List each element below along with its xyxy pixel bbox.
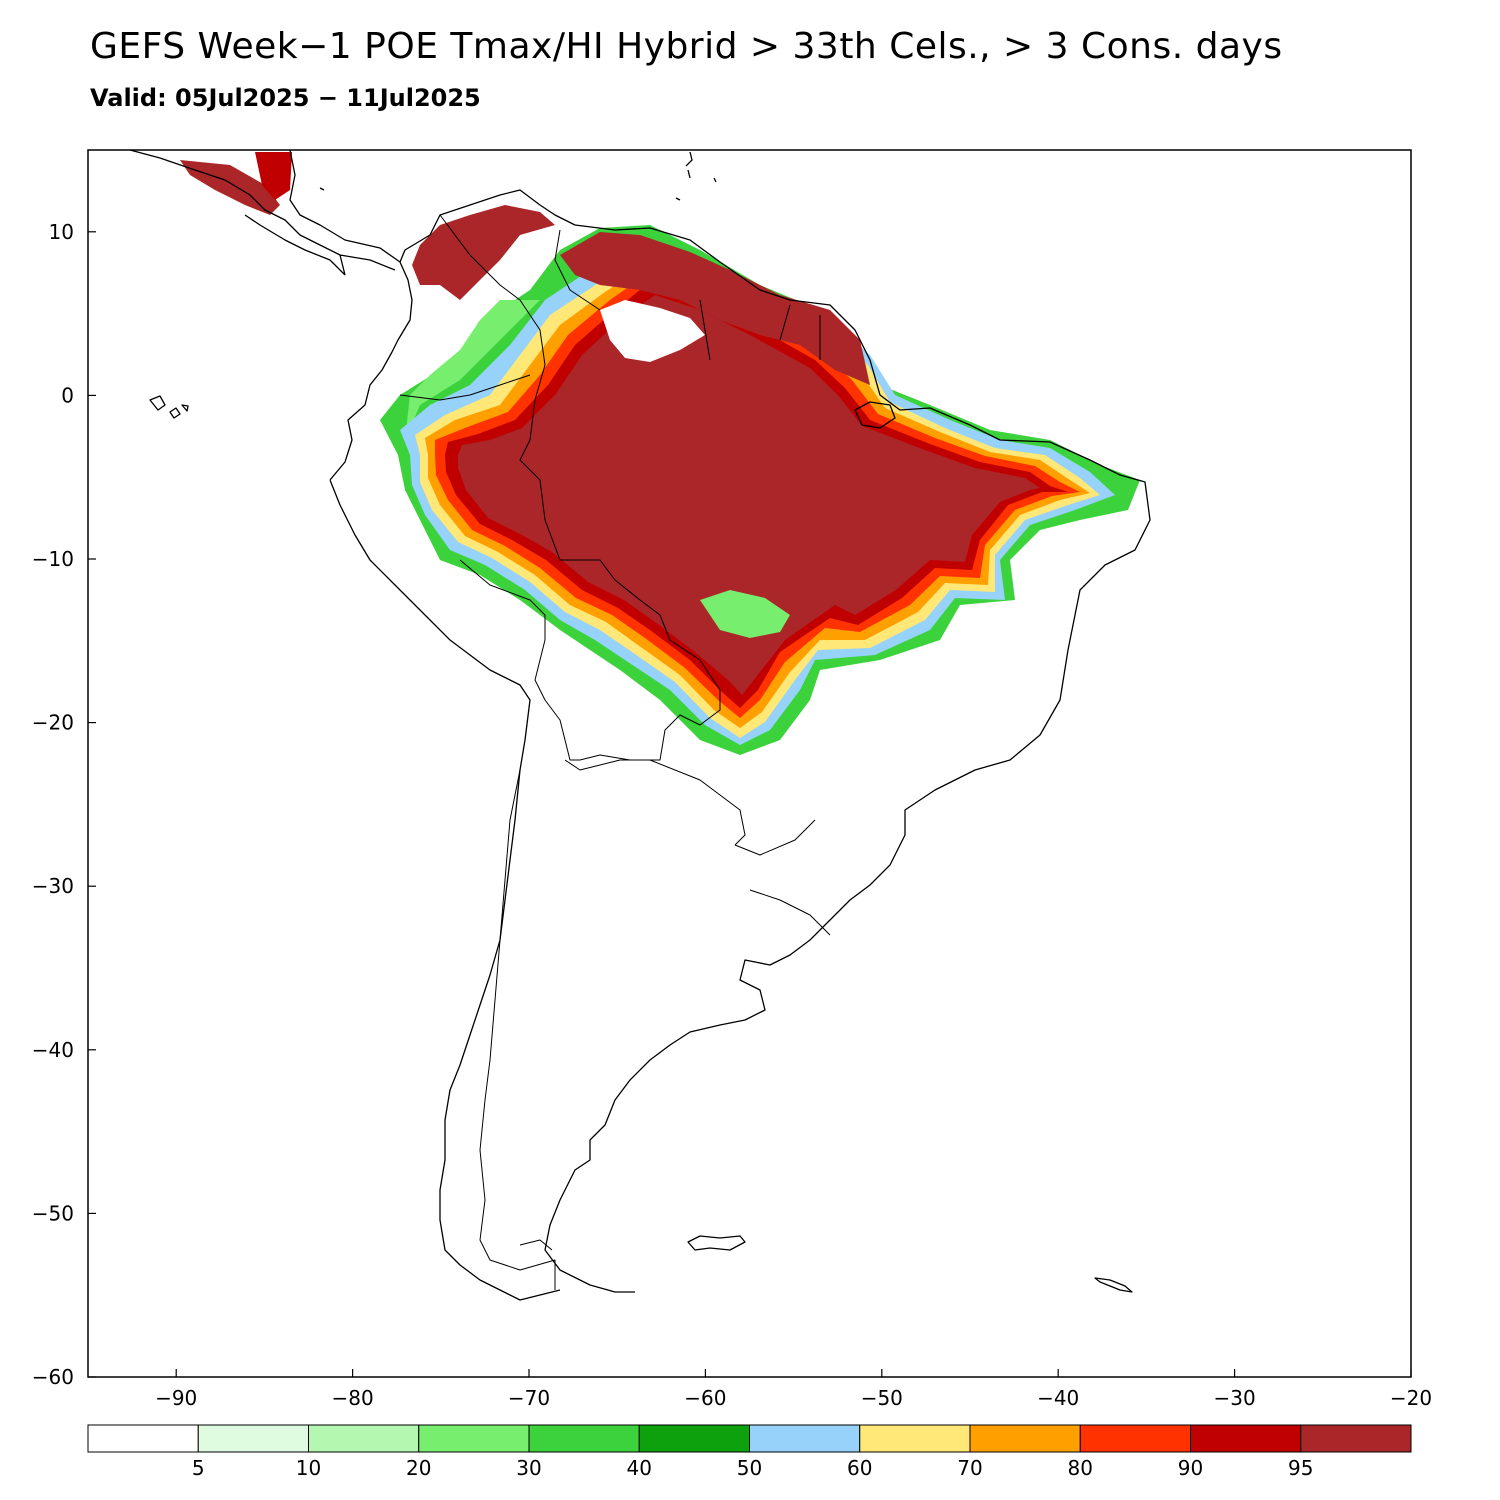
colorbar-swatch — [1190, 1424, 1302, 1453]
y-tick-label: −40 — [32, 1038, 74, 1062]
falkland-islands — [687, 1235, 746, 1251]
prob-hole-colombia — [412, 285, 455, 345]
colorbar-swatch — [87, 1424, 199, 1453]
y-tick-label: 0 — [61, 383, 74, 407]
map-subtitle: Valid: 05Jul2025 − 11Jul2025 — [90, 84, 481, 112]
x-axis: −90 −80 −70 −60 −50 −40 −30 −20 — [155, 1369, 1432, 1410]
colorbar-label: 10 — [296, 1456, 321, 1480]
colorbar-swatch — [749, 1424, 861, 1453]
y-tick-label: −10 — [32, 547, 74, 571]
coastlines — [129, 149, 1151, 1301]
x-tick-label: −90 — [155, 1386, 197, 1410]
colorbar-swatch — [859, 1424, 971, 1453]
colorbar-label: 50 — [737, 1456, 762, 1480]
colorbar-label: 90 — [1178, 1456, 1203, 1480]
x-tick-label: −60 — [684, 1386, 726, 1410]
colorbar-label: 30 — [516, 1456, 541, 1480]
x-tick-label: −40 — [1037, 1386, 1079, 1410]
colorbar-swatch — [418, 1424, 530, 1453]
probability-field — [180, 152, 1140, 755]
colorbar-swatch — [528, 1424, 640, 1453]
colorbar: 5 10 20 30 40 50 60 70 80 90 95 — [87, 1424, 1412, 1480]
map-title: GEFS Week−1 POE Tmax/HI Hybrid > 33th Ce… — [90, 26, 1283, 67]
colorbar-label: 20 — [406, 1456, 431, 1480]
colorbar-label: 95 — [1288, 1456, 1313, 1480]
x-tick-label: −50 — [861, 1386, 903, 1410]
colorbar-swatch — [969, 1424, 1081, 1453]
prob-band-95-guianas — [560, 232, 870, 385]
country-borders — [399, 214, 831, 1290]
prob-band-90-central-america — [255, 152, 292, 200]
south-georgia — [1094, 1277, 1133, 1293]
y-tick-label: −60 — [32, 1365, 74, 1389]
colorbar-label: 80 — [1068, 1456, 1093, 1480]
caribbean-islands — [319, 151, 717, 201]
y-tick-label: −30 — [32, 874, 74, 898]
colorbar-label: 60 — [847, 1456, 872, 1480]
south-america-coast — [329, 189, 1151, 1301]
colorbar-label: 5 — [192, 1456, 205, 1480]
marajo-island — [854, 401, 896, 429]
colorbar-label: 40 — [627, 1456, 652, 1480]
prob-hole-south — [700, 590, 790, 638]
y-axis: 10 0 −10 −20 −30 −40 −50 −60 — [32, 220, 96, 1389]
y-tick-label: −20 — [32, 711, 74, 735]
prob-hole-north — [600, 300, 705, 362]
colorbar-swatch — [1300, 1424, 1412, 1453]
colorbar-swatch — [308, 1424, 420, 1453]
x-tick-label: −80 — [331, 1386, 373, 1410]
x-tick-label: −20 — [1390, 1386, 1432, 1410]
galapagos — [149, 395, 189, 419]
map-frame — [87, 149, 1412, 1378]
colorbar-swatch — [197, 1424, 309, 1453]
x-tick-label: −70 — [508, 1386, 550, 1410]
prob-band-95 — [458, 295, 1040, 695]
colorbar-swatch — [638, 1424, 750, 1453]
y-tick-label: −50 — [32, 1201, 74, 1225]
y-tick-label: 10 — [49, 220, 74, 244]
central-america-coast — [129, 149, 401, 276]
x-tick-label: −30 — [1213, 1386, 1255, 1410]
prob-band-95-north — [412, 205, 555, 300]
colorbar-label: 70 — [957, 1456, 982, 1480]
colorbar-swatch — [1079, 1424, 1191, 1453]
